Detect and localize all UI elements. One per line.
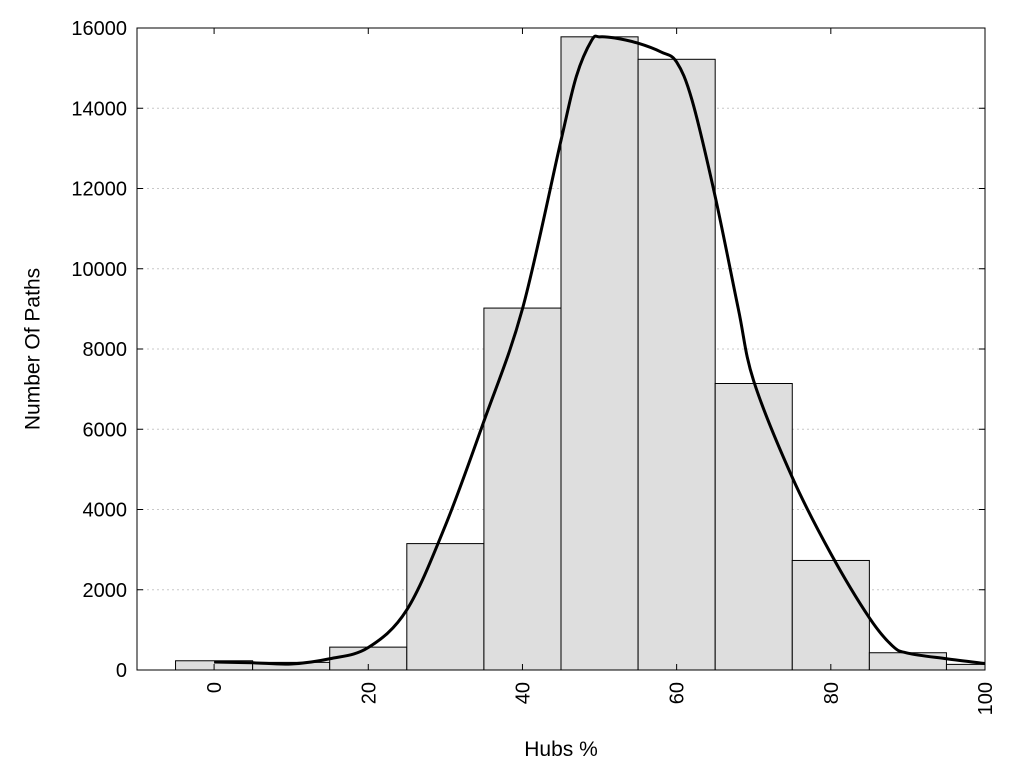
grid-lines (137, 107, 985, 591)
histogram-bars (175, 36, 986, 671)
histogram-bar (483, 307, 562, 671)
histogram-bar (714, 383, 793, 671)
density-curve-line (214, 34, 986, 666)
histogram-bar (791, 559, 870, 671)
x-tick-label: 20 (358, 682, 380, 704)
y-tick-label: 2000 (83, 580, 128, 602)
x-tick-label: 60 (667, 682, 689, 704)
histogram-bar (945, 663, 986, 671)
y-tick-label: 4000 (83, 500, 128, 522)
histogram-bar (868, 652, 947, 671)
y-tick-label: 16000 (71, 18, 127, 40)
y-tick-label: 0 (116, 660, 127, 682)
x-axis-ticks: 0 20 40 60 80 100 (204, 28, 997, 715)
x-tick-label: 40 (512, 682, 534, 704)
y-axis-ticks: 0 2000 4000 6000 8000 10000 12000 14000 16000 (71, 18, 985, 682)
x-axis-title: Hubs % (524, 738, 598, 761)
histogram-bar (560, 36, 639, 671)
y-tick-label: 14000 (71, 98, 127, 120)
x-tick-label: 100 (975, 682, 997, 715)
histogram-bar (637, 58, 716, 671)
y-tick-label: 8000 (83, 339, 128, 361)
density-curve (214, 34, 986, 666)
y-axis-title: Number Of Paths (21, 268, 44, 430)
y-tick-label: 10000 (71, 259, 127, 281)
histogram-bar (406, 543, 485, 671)
x-tick-label: 80 (821, 682, 843, 704)
x-tick-label: 0 (204, 682, 226, 693)
y-tick-label: 12000 (71, 179, 127, 201)
y-tick-label: 6000 (83, 419, 128, 441)
